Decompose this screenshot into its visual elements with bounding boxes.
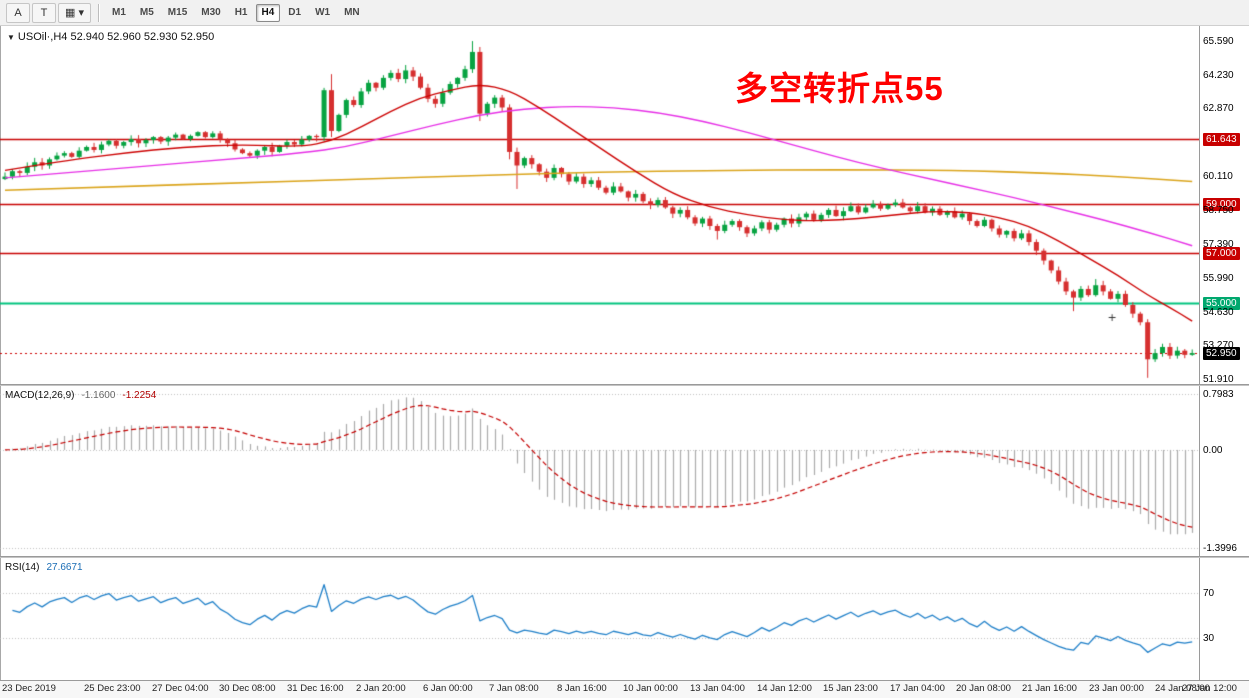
macd-signal-value: -1.2254 xyxy=(122,390,157,401)
timeframe-button-d1[interactable]: D1 xyxy=(282,4,307,22)
time-axis-label: 2 Jan 20:00 xyxy=(356,683,406,694)
cursor-tool-button[interactable]: A xyxy=(6,2,30,23)
macd-value: -1.1600 xyxy=(81,390,116,401)
timeframe-button-m30[interactable]: M30 xyxy=(195,4,226,22)
price-level-badge: 61.643 xyxy=(1203,132,1240,146)
price-scale-label: 58.750 xyxy=(1203,204,1234,216)
time-axis[interactable]: 23 Dec 2019 25 Dec 23:00 27 Dec 04:00 30 De… xyxy=(0,681,1249,698)
timeframe-button-m15[interactable]: M15 xyxy=(162,4,193,22)
timeframe-button-m5[interactable]: M5 xyxy=(134,4,160,22)
macd-scale-label: -1.3996 xyxy=(1203,543,1237,554)
time-axis-label: 17 Jan 04:00 xyxy=(890,683,945,694)
time-axis-label: 23 Jan 00:00 xyxy=(1089,683,1144,694)
macd-name: MACD(12,26,9) xyxy=(5,390,75,401)
time-axis-label: 21 Jan 16:00 xyxy=(1022,683,1077,694)
timeframe-button-h4[interactable]: H4 xyxy=(255,3,281,22)
panel-divider[interactable] xyxy=(0,556,1249,558)
price-level-badge: 59.000 xyxy=(1203,197,1240,211)
toolbar: A T ▦ ▾ M1 M5 M15 M30 H1 H4 D1 W1 MN xyxy=(0,0,1249,26)
toolbar-separator xyxy=(97,3,99,22)
rsi-name: RSI(14) xyxy=(5,562,40,573)
macd-header: MACD(12,26,9) -1.1600 -1.2254 xyxy=(5,390,156,401)
rsi-level-label: 70 xyxy=(1203,588,1215,600)
macd-scale-label: 0.00 xyxy=(1203,444,1223,456)
time-axis-label: 20 Jan 08:00 xyxy=(956,683,1011,694)
time-axis-label: 8 Jan 16:00 xyxy=(557,683,607,694)
rsi-indicator-chart[interactable] xyxy=(0,558,1199,680)
timeframe-button-w1[interactable]: W1 xyxy=(309,4,336,22)
rsi-level-label: 30 xyxy=(1203,632,1215,644)
time-axis-label: 24 Jan 08:00 xyxy=(1155,683,1210,694)
timeframe-button-h1[interactable]: H1 xyxy=(229,4,254,22)
price-scale-label: 57.390 xyxy=(1203,238,1234,250)
price-scale-label: 53.270 xyxy=(1203,340,1234,352)
macd-scale-label: 0.7983 xyxy=(1203,389,1234,400)
timeframe-button-m1[interactable]: M1 xyxy=(106,4,132,22)
macd-indicator-chart[interactable] xyxy=(0,386,1199,556)
price-scale-label: 55.990 xyxy=(1203,273,1234,285)
text-tool-button[interactable]: T xyxy=(32,2,56,23)
objects-dropdown-button[interactable]: ▦ ▾ xyxy=(58,2,91,23)
time-axis-label: 14 Jan 12:00 xyxy=(757,683,812,694)
price-level-badge: 55.000 xyxy=(1203,296,1240,310)
main-price-chart[interactable] xyxy=(0,26,1199,384)
price-scale-label: 64.230 xyxy=(1203,69,1234,81)
timeframe-buttons: M1 M5 M15 M30 H1 H4 D1 W1 MN xyxy=(106,3,366,22)
price-scale-label: 60.110 xyxy=(1203,171,1233,183)
rsi-value: 27.6671 xyxy=(46,562,83,573)
time-axis-label: 31 Dec 16:00 xyxy=(287,683,344,694)
time-axis-border xyxy=(0,680,1249,681)
chart-symbol-header: ▼ USOil·,H4 52.940 52.960 52.930 52.950 xyxy=(7,31,214,43)
time-axis-label: 7 Jan 08:00 xyxy=(489,683,539,694)
time-axis-label: 15 Jan 23:00 xyxy=(823,683,878,694)
time-axis-label: 13 Jan 04:00 xyxy=(690,683,745,694)
time-axis-label: 27 Dec 04:00 xyxy=(152,683,209,694)
timeframe-button-mn[interactable]: MN xyxy=(338,4,366,22)
time-axis-label: 10 Jan 00:00 xyxy=(623,683,678,694)
time-axis-label: 27 Jan 12:00 xyxy=(1182,683,1237,694)
toolbar-tools: A T ▦ ▾ xyxy=(6,2,91,23)
time-axis-label: 6 Jan 00:00 xyxy=(423,683,473,694)
chart-annotation-text: 多空转折点55 xyxy=(735,70,944,107)
collapse-triangle-icon[interactable]: ▼ xyxy=(7,33,15,42)
time-axis-label: 30 Dec 08:00 xyxy=(219,683,276,694)
rsi-header: RSI(14) 27.6671 xyxy=(5,562,83,573)
symbol-ohlc-text: USOil·,H4 52.940 52.960 52.930 52.950 xyxy=(17,31,215,43)
price-scale-label: 62.870 xyxy=(1203,103,1234,115)
time-axis-label: 25 Dec 23:00 xyxy=(84,683,141,694)
price-level-badge: 57.000 xyxy=(1203,247,1240,261)
price-scale-label: 51.910 xyxy=(1203,373,1234,385)
panel-divider[interactable] xyxy=(0,384,1249,386)
price-scale-label: 65.590 xyxy=(1203,36,1234,48)
price-scale-label: 54.630 xyxy=(1203,306,1234,318)
price-level-badge: 52.950 xyxy=(1203,347,1240,361)
time-axis-label: 23 Dec 2019 xyxy=(2,683,56,694)
